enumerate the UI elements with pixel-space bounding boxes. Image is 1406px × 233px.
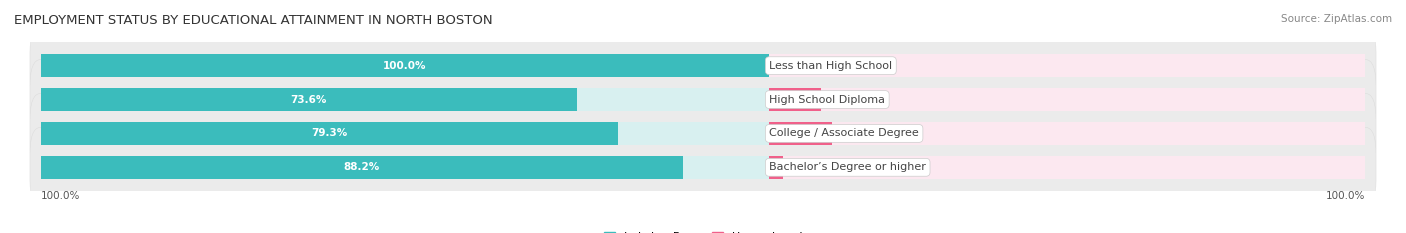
Text: Bachelor’s Degree or higher: Bachelor’s Degree or higher — [769, 162, 927, 172]
Bar — [41, 122, 619, 145]
Text: 100.0%: 100.0% — [41, 191, 80, 201]
FancyBboxPatch shape — [30, 93, 1376, 173]
Text: 8.6%: 8.6% — [841, 95, 868, 105]
Text: 0.0%: 0.0% — [789, 61, 815, 71]
Bar — [769, 122, 832, 145]
Bar — [41, 54, 769, 77]
Bar — [769, 88, 821, 111]
Text: 2.3%: 2.3% — [803, 162, 830, 172]
Text: College / Associate Degree: College / Associate Degree — [769, 128, 920, 138]
Bar — [769, 156, 783, 179]
Bar — [41, 88, 769, 111]
Bar — [41, 156, 769, 179]
Text: Source: ZipAtlas.com: Source: ZipAtlas.com — [1281, 14, 1392, 24]
Bar — [769, 156, 1365, 179]
Text: EMPLOYMENT STATUS BY EDUCATIONAL ATTAINMENT IN NORTH BOSTON: EMPLOYMENT STATUS BY EDUCATIONAL ATTAINM… — [14, 14, 492, 27]
Legend: In Labor Force, Unemployed: In Labor Force, Unemployed — [603, 232, 803, 233]
Text: 88.2%: 88.2% — [344, 162, 380, 172]
Bar — [769, 88, 1365, 111]
Bar — [41, 88, 576, 111]
Bar — [41, 122, 769, 145]
FancyBboxPatch shape — [30, 127, 1376, 207]
Text: 10.5%: 10.5% — [852, 128, 884, 138]
Bar — [41, 54, 769, 77]
Text: 100.0%: 100.0% — [384, 61, 426, 71]
Bar — [769, 54, 1365, 77]
Text: 100.0%: 100.0% — [1326, 191, 1365, 201]
FancyBboxPatch shape — [30, 60, 1376, 140]
Text: High School Diploma: High School Diploma — [769, 95, 886, 105]
FancyBboxPatch shape — [30, 26, 1376, 106]
Text: 79.3%: 79.3% — [311, 128, 347, 138]
Bar — [769, 122, 1365, 145]
Text: Less than High School: Less than High School — [769, 61, 893, 71]
Text: 73.6%: 73.6% — [291, 95, 328, 105]
Bar — [41, 156, 683, 179]
